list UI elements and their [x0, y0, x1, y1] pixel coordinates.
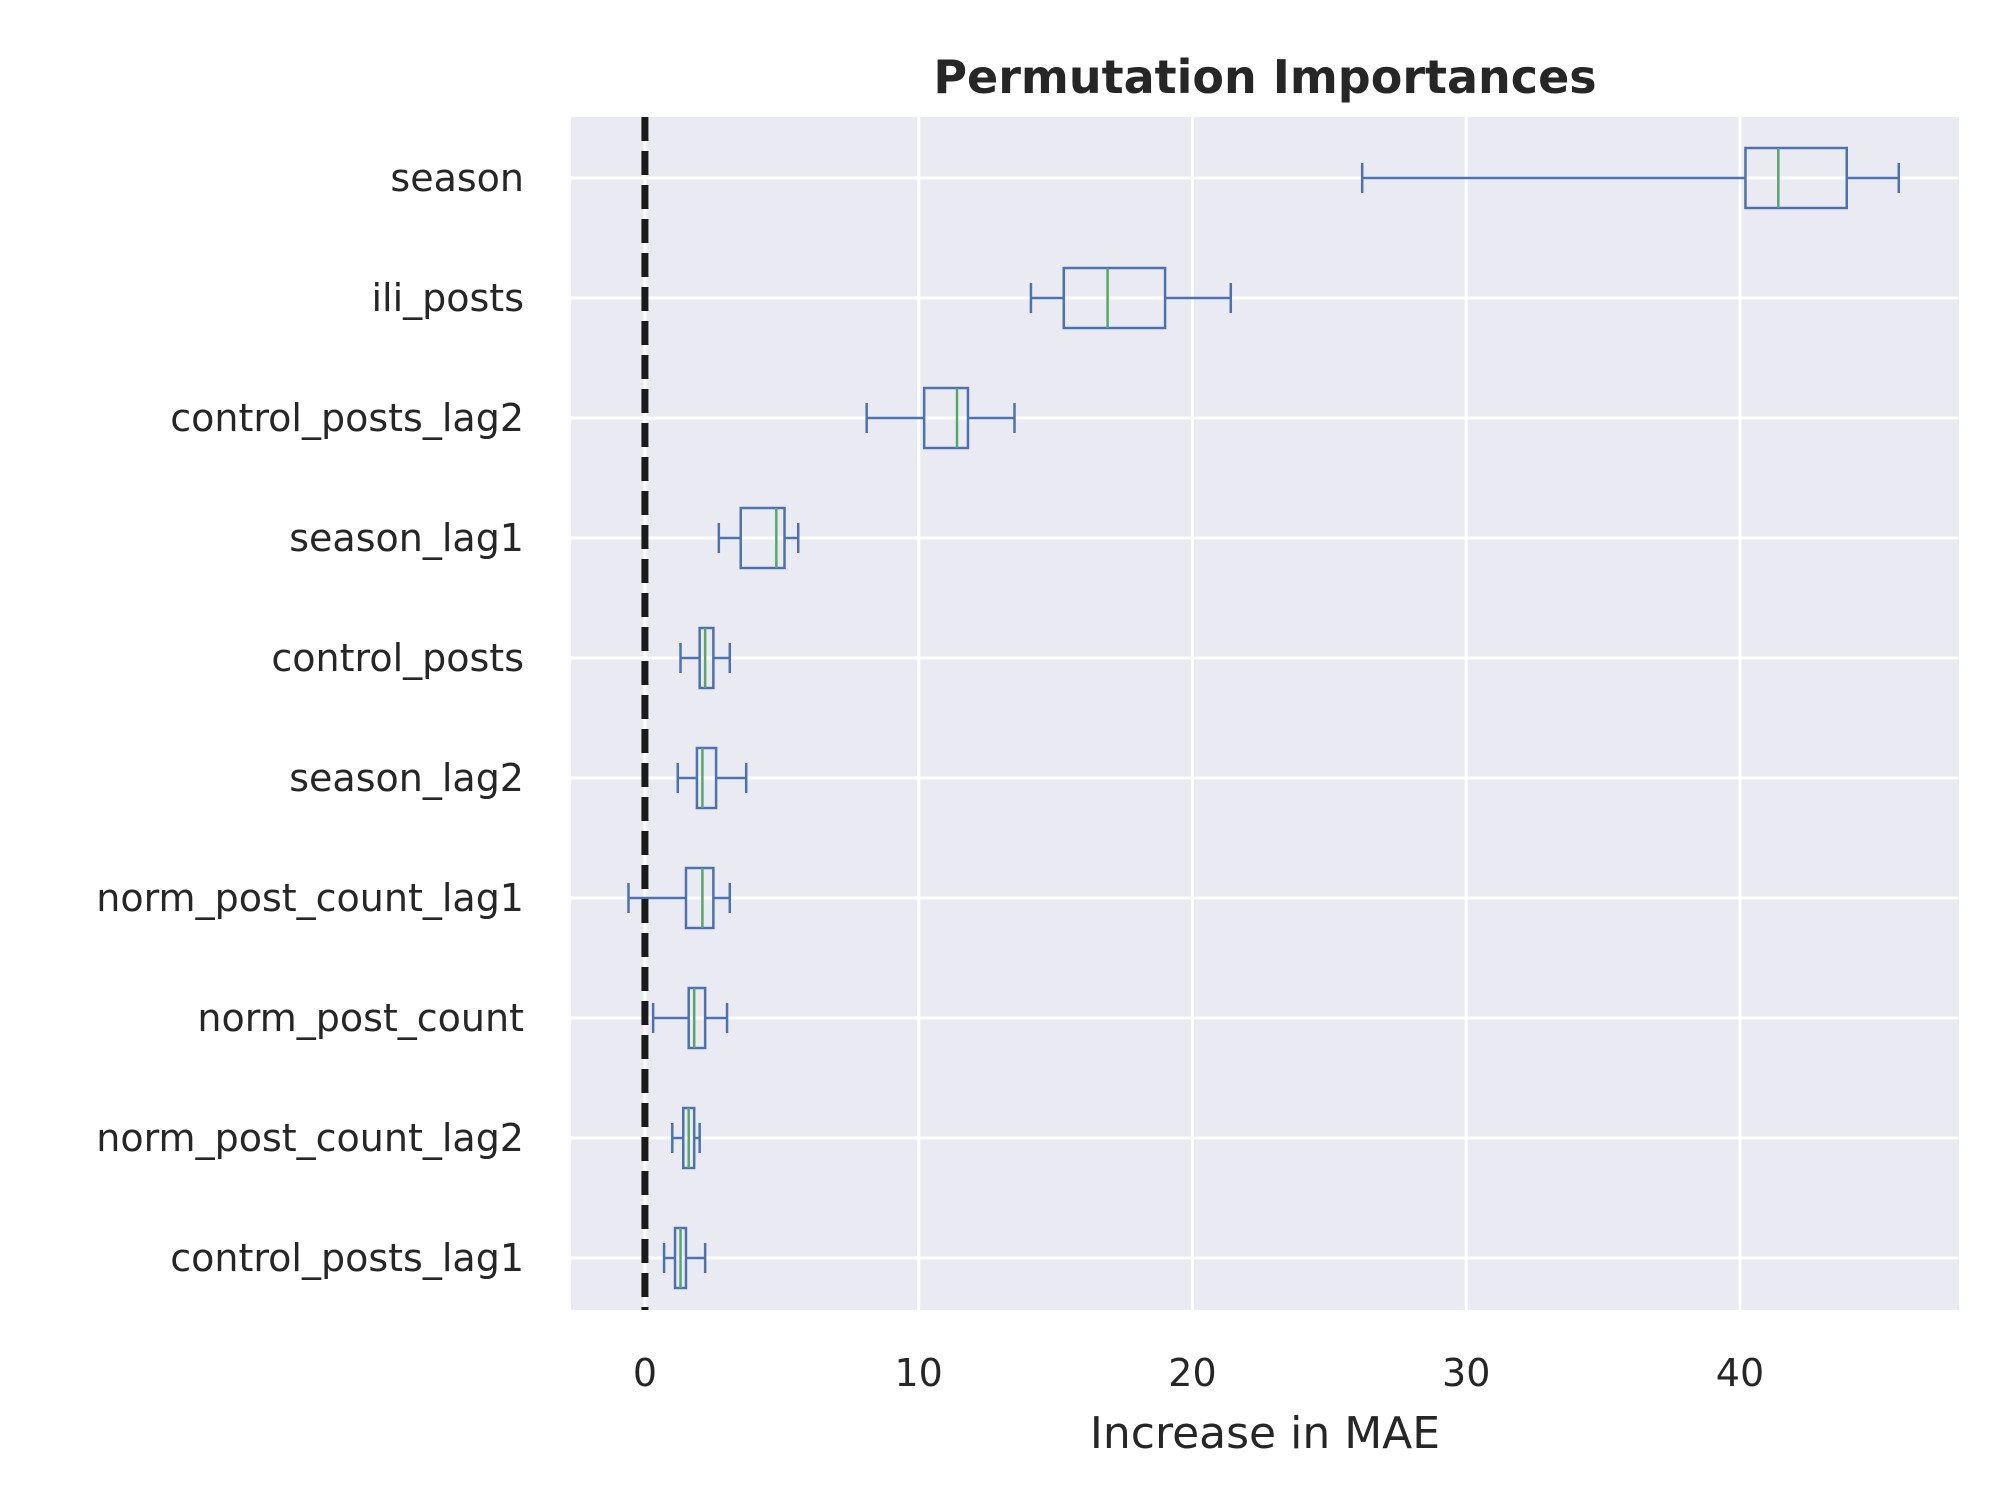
box-iqr [684, 866, 715, 930]
box-iqr [739, 506, 786, 570]
box-norm_post_count [651, 986, 729, 1050]
box-ili_posts [1029, 266, 1233, 330]
box-season [1360, 146, 1901, 210]
box-iqr [687, 986, 707, 1050]
y-tick-label: ili_posts [371, 276, 524, 320]
x-tick-labels: 0 10 20 30 40 [633, 1351, 1764, 1395]
box-control_posts_lag2 [865, 386, 1016, 450]
box-iqr [695, 746, 718, 810]
x-tick-label: 30 [1442, 1351, 1490, 1395]
y-tick-label: control_posts_lag1 [170, 1236, 524, 1280]
y-tick-label: season [390, 156, 524, 200]
box-season_lag2 [676, 746, 748, 810]
y-tick-label: norm_post_count_lag1 [96, 876, 524, 920]
y-tick-label: season_lag1 [289, 516, 524, 560]
plot-background [571, 117, 1959, 1310]
y-tick-label: season_lag2 [289, 756, 524, 800]
x-tick-label: 40 [1716, 1351, 1764, 1395]
box-control_posts [679, 626, 732, 690]
y-tick-label: control_posts [271, 636, 524, 680]
box-norm_post_count_lag1 [627, 866, 732, 930]
box-iqr [1062, 266, 1167, 330]
x-tick-label: 20 [1168, 1351, 1216, 1395]
x-axis-label: Increase in MAE [1090, 1408, 1440, 1459]
plot-area [571, 117, 1959, 1310]
y-tick-label: control_posts_lag2 [170, 396, 524, 440]
y-tick-label: norm_post_count_lag2 [96, 1116, 524, 1160]
box-iqr [922, 386, 970, 450]
box-iqr [698, 626, 715, 690]
y-tick-labels: season ili_posts control_posts_lag2 season_… [96, 156, 524, 1280]
box-control_posts_lag1 [662, 1226, 707, 1290]
box-iqr [1744, 146, 1849, 210]
x-tick-label: 10 [895, 1351, 943, 1395]
chart-title: Permutation Importances [933, 50, 1596, 104]
box-norm_post_count_lag2 [671, 1106, 701, 1170]
box-season_lag1 [717, 506, 800, 570]
x-tick-label: 0 [633, 1351, 657, 1395]
y-tick-label: norm_post_count [197, 996, 524, 1040]
